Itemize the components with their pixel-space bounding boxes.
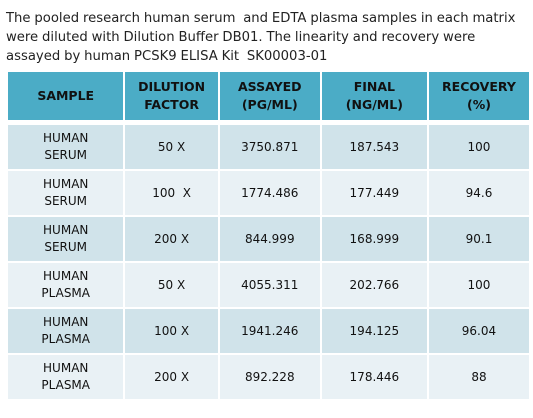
cell-recovery: 88 — [428, 355, 529, 399]
header-recovery: RECOVERY (%) — [428, 72, 529, 123]
cell-dilution: 100 X — [125, 171, 218, 215]
cell-recovery: 94.6 — [428, 171, 529, 215]
cell-dilution: 100 X — [125, 309, 218, 353]
table-header-row: SAMPLE DILUTION FACTOR ASSAYED (PG/ML) F… — [8, 72, 529, 123]
cell-assayed: 844.999 — [219, 217, 320, 261]
header-sample: SAMPLE — [8, 72, 124, 123]
cell-sample: HUMAN PLASMA — [8, 355, 124, 399]
cell-sample: HUMAN PLASMA — [8, 309, 124, 353]
cell-final: 202.766 — [321, 263, 427, 307]
cell-recovery: 100 — [428, 263, 529, 307]
cell-dilution: 200 X — [125, 355, 218, 399]
cell-dilution: 200 X — [125, 217, 218, 261]
table-row: HUMAN SERUM 50 X 3750.871 187.543 100 — [8, 125, 529, 169]
header-dilution-factor: DILUTION FACTOR — [125, 72, 218, 123]
cell-recovery: 100 — [428, 125, 529, 169]
cell-assayed: 3750.871 — [219, 125, 320, 169]
table-row: HUMAN PLASMA 200 X 892.228 178.446 88 — [8, 355, 529, 399]
table-row: HUMAN SERUM 100 X 1774.486 177.449 94.6 — [8, 171, 529, 215]
cell-final: 168.999 — [321, 217, 427, 261]
header-assayed: ASSAYED (PG/ML) — [219, 72, 320, 123]
cell-assayed: 1941.246 — [219, 309, 320, 353]
cell-final: 177.449 — [321, 171, 427, 215]
linearity-recovery-table: SAMPLE DILUTION FACTOR ASSAYED (PG/ML) F… — [6, 70, 531, 401]
cell-sample: HUMAN SERUM — [8, 125, 124, 169]
intro-paragraph: The pooled research human serum and EDTA… — [6, 11, 520, 64]
table-row: HUMAN SERUM 200 X 844.999 168.999 90.1 — [8, 217, 529, 261]
table-row: HUMAN PLASMA 100 X 1941.246 194.125 96.0… — [8, 309, 529, 353]
cell-recovery: 90.1 — [428, 217, 529, 261]
header-final: FINAL (NG/ML) — [321, 72, 427, 123]
cell-final: 187.543 — [321, 125, 427, 169]
cell-sample: HUMAN PLASMA — [8, 263, 124, 307]
cell-final: 194.125 — [321, 309, 427, 353]
cell-assayed: 4055.311 — [219, 263, 320, 307]
table-row: HUMAN PLASMA 50 X 4055.311 202.766 100 — [8, 263, 529, 307]
cell-recovery: 96.04 — [428, 309, 529, 353]
cell-dilution: 50 X — [125, 125, 218, 169]
cell-sample: HUMAN SERUM — [8, 171, 124, 215]
linearity-table-container: SAMPLE DILUTION FACTOR ASSAYED (PG/ML) F… — [6, 70, 531, 401]
cell-final: 178.446 — [321, 355, 427, 399]
cell-dilution: 50 X — [125, 263, 218, 307]
cell-assayed: 1774.486 — [219, 171, 320, 215]
cell-assayed: 892.228 — [219, 355, 320, 399]
cell-sample: HUMAN SERUM — [8, 217, 124, 261]
